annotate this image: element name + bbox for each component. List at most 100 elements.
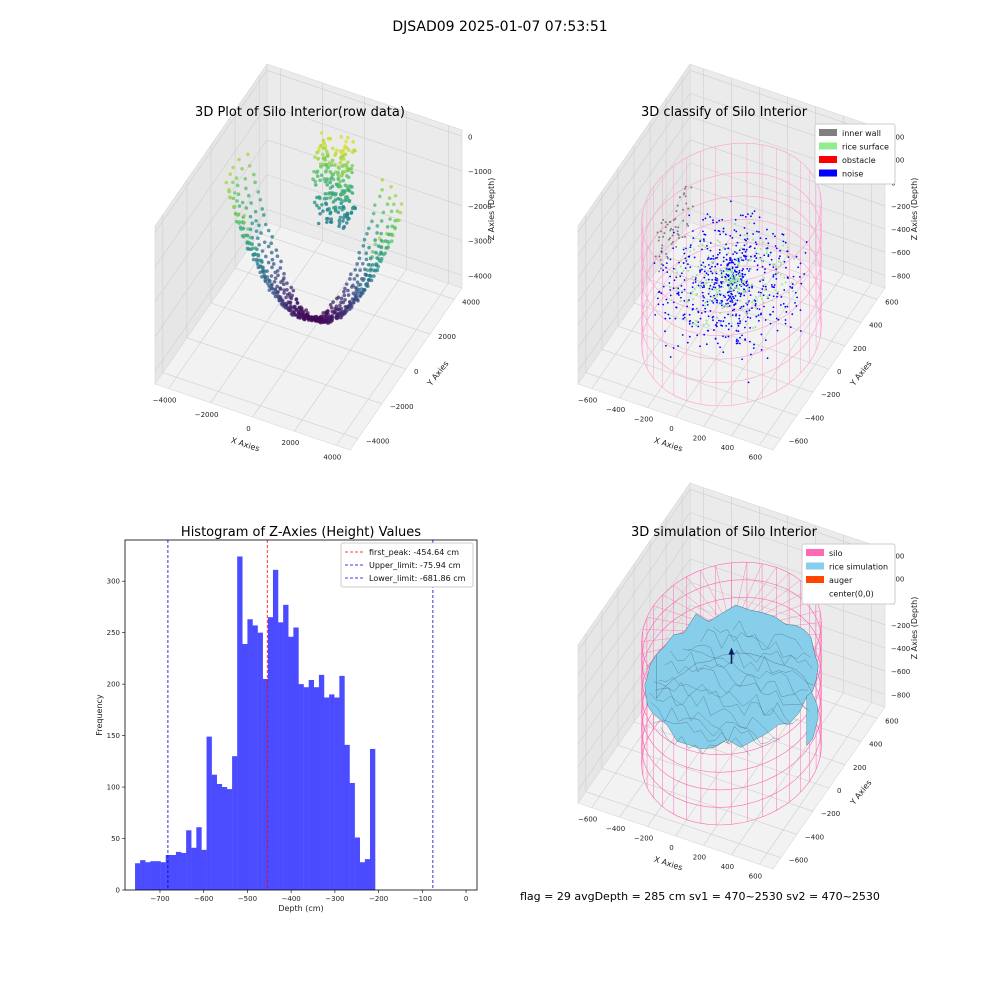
noise-point <box>705 272 708 275</box>
data-point <box>336 173 340 177</box>
noise-point <box>668 282 671 284</box>
noise-point <box>761 265 764 268</box>
y-tick-label: 0 <box>837 787 841 795</box>
data-point <box>319 143 323 148</box>
noise-point <box>749 326 752 329</box>
z-axis-label: Z Axies (Depth) <box>910 597 919 660</box>
rice-surface-point <box>708 299 711 302</box>
noise-point <box>737 340 740 342</box>
noise-point <box>719 281 722 283</box>
inner-wall-point <box>678 196 681 199</box>
data-point <box>316 221 321 226</box>
data-point <box>390 224 394 229</box>
legend-swatch <box>806 589 824 597</box>
noise-point <box>740 279 743 281</box>
panel-title: 3D classify of Silo Interior <box>641 105 808 120</box>
noise-point <box>729 234 732 237</box>
noise-point <box>757 314 760 317</box>
noise-point <box>707 273 710 276</box>
data-point <box>384 246 388 250</box>
noise-point <box>749 340 751 343</box>
noise-point <box>715 272 718 275</box>
noise-point <box>681 334 684 336</box>
noise-point <box>774 273 777 276</box>
data-point <box>246 152 250 157</box>
inner-wall-point <box>664 221 667 224</box>
noise-point <box>666 301 669 304</box>
noise-point <box>746 232 749 235</box>
noise-point <box>714 297 716 300</box>
noise-point <box>754 304 757 307</box>
noise-point <box>775 277 778 280</box>
inner-wall-point <box>669 229 672 232</box>
data-point <box>385 225 390 229</box>
noise-point <box>727 268 730 271</box>
noise-point <box>750 353 752 356</box>
noise-point <box>763 254 766 257</box>
noise-point <box>702 295 704 297</box>
noise-point <box>760 333 763 336</box>
noise-point <box>666 271 669 274</box>
y-tick-label: 100 <box>107 784 120 792</box>
noise-point <box>712 221 715 224</box>
noise-point <box>764 268 766 271</box>
rice-surface-point <box>747 288 750 291</box>
noise-point <box>727 313 729 316</box>
noise-point <box>765 237 768 240</box>
noise-point <box>681 291 683 294</box>
inner-wall-point <box>663 232 666 235</box>
noise-point <box>769 251 772 254</box>
noise-point <box>738 342 741 345</box>
histogram-bar <box>145 862 151 890</box>
inner-wall-point <box>684 185 687 188</box>
rice-surface-point <box>759 247 762 250</box>
data-point <box>369 267 373 271</box>
data-point <box>243 177 248 181</box>
y-tick-label: 600 <box>885 298 898 306</box>
data-point <box>328 180 332 185</box>
histogram-bar <box>349 782 355 890</box>
noise-point <box>731 237 734 239</box>
data-point <box>232 191 237 195</box>
noise-point <box>708 287 711 290</box>
noise-point <box>748 290 751 293</box>
rice-surface-point <box>700 280 703 283</box>
noise-point <box>664 317 667 320</box>
x-tick-label: −4000 <box>153 397 177 405</box>
inner-wall-point <box>666 257 669 260</box>
noise-point <box>703 270 706 273</box>
data-point <box>255 236 260 241</box>
noise-point <box>741 252 744 254</box>
noise-point <box>786 305 789 308</box>
data-point <box>324 202 329 207</box>
noise-point <box>701 268 703 271</box>
noise-point <box>664 330 666 333</box>
data-point <box>380 178 385 182</box>
data-point <box>248 214 253 219</box>
data-point <box>336 196 340 201</box>
rice-surface-point <box>754 325 757 328</box>
rice-surface-point <box>719 301 722 304</box>
noise-point <box>725 243 728 246</box>
data-point <box>350 297 355 301</box>
noise-point <box>727 328 730 331</box>
noise-point <box>758 308 761 311</box>
noise-point <box>706 300 709 303</box>
histogram-bar <box>191 847 197 890</box>
data-point <box>353 148 357 153</box>
noise-point <box>737 324 740 327</box>
noise-point <box>712 219 714 222</box>
y-tick-label: 400 <box>869 741 882 749</box>
rice-surface-point <box>745 312 748 315</box>
noise-point <box>777 318 780 321</box>
rice-surface-point <box>752 238 755 241</box>
data-point <box>285 281 289 285</box>
noise-point <box>710 257 713 260</box>
noise-point <box>735 329 738 332</box>
noise-point <box>755 257 758 259</box>
noise-point <box>731 261 733 263</box>
inner-wall-point <box>691 205 694 208</box>
data-point <box>231 180 235 185</box>
data-point <box>322 156 326 161</box>
data-point <box>318 178 322 183</box>
